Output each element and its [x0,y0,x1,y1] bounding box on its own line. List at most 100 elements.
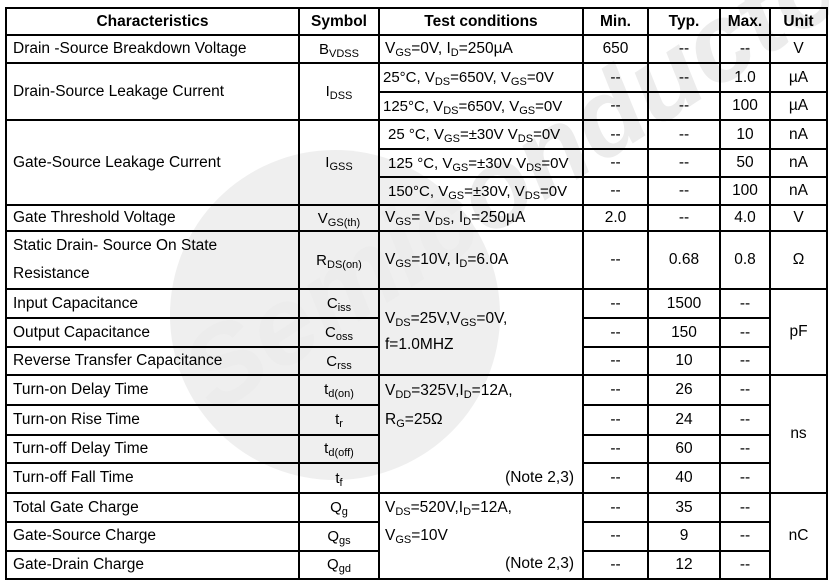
name-line-2: Resistance [13,265,90,282]
typ-value: 150 [647,317,721,348]
characteristic-name: Gate-Source Charge [5,521,300,552]
min-value: 650 [582,34,649,64]
unit: Ω [769,230,828,290]
min-value: -- [582,288,649,319]
unit: nA [769,119,828,150]
condition-line-2: f=1.0MHZ [385,336,454,353]
table-row: Turn-off Fall Time tf -- 40 -- [5,462,827,494]
symbol: VGS(th) [298,204,380,232]
max-value: 100 [719,176,771,206]
unit: µA [769,91,828,121]
typ-value: 26 [647,374,721,406]
typ-value: 1500 [647,288,721,319]
table-row: Reverse Transfer Capacitance Crss -- 10 … [5,346,827,376]
unit: nA [769,148,828,178]
characteristic-name: Output Capacitance [5,317,300,348]
typ-value: 12 [647,549,721,580]
unit: µA [769,62,828,93]
condition-line-2: RG=25Ω [385,411,443,430]
characteristic-name: Drain-Source Leakage Current [5,62,300,121]
test-condition: 150°C, VGS=±30V, VDS=0V [378,176,584,206]
typ-value: 35 [647,491,721,524]
header-typ: Typ. [647,7,721,36]
header-characteristics: Characteristics [5,7,300,36]
table-row: Total Gate Charge Qg VDS=520V,ID=12A, VG… [5,491,828,580]
symbol: IGSS [298,119,380,206]
header-row: Characteristics Symbol Test conditions M… [5,7,828,36]
typ-value: -- [647,34,721,64]
symbol: td(on) [298,374,380,406]
max-value: 0.8 [719,230,771,290]
unit: ns [769,374,828,494]
max-value: 50 [719,148,771,178]
header-symbol: Symbol [298,7,380,36]
table-row: 125°C, VDS=650V, VGS=0V -- -- 100 µA [6,91,828,121]
table-row: Turn-on Rise Time tr -- 24 -- [5,403,827,436]
typ-value: 10 [647,346,721,376]
typ-value: -- [647,91,721,121]
table-row: Output Capacitance Coss -- 150 -- [5,317,827,348]
min-value: -- [582,403,649,436]
min-value: -- [582,462,649,494]
min-value: 2.0 [582,204,649,232]
unit: V [769,204,828,232]
test-condition: 25°C, VDS=650V, VGS=0V [378,62,584,93]
max-value: -- [719,491,771,524]
characteristic-name: Turn-off Fall Time [5,462,300,494]
min-value: -- [582,148,649,178]
typ-value: -- [647,62,721,93]
min-value: -- [582,230,649,290]
condition-line-1: VDD=325V,ID=12A, [385,382,513,401]
max-value: 100 [719,91,771,121]
min-value: -- [582,176,649,206]
max-value: -- [719,521,771,552]
table-row: Static Drain- Source On State Resistance… [5,230,828,290]
min-value: -- [582,62,649,93]
test-condition: VDD=325V,ID=12A, RG=25Ω (Note 2,3) [378,374,584,494]
symbol: BVDSS [298,34,380,64]
test-condition: 125°C, VDS=650V, VGS=0V [378,91,584,121]
characteristic-name: Drain -Source Breakdown Voltage [5,34,300,64]
characteristic-name: Gate-Drain Charge [5,549,300,580]
table-row: Gate-Drain Charge Qgd -- 12 -- [5,549,827,580]
header-max: Max. [719,7,771,36]
test-condition: VGS=10V, ID=6.0A [378,230,584,290]
test-condition: 125 °C, VGS=±30V VDS=0V [378,148,584,178]
typ-value: -- [647,148,721,178]
symbol: Qgs [298,521,380,552]
table-row: Gate Threshold Voltage VGS(th) VGS= VDS,… [5,204,828,232]
typ-value: -- [647,204,721,232]
max-value: -- [719,433,771,465]
min-value: -- [582,317,649,348]
symbol: Coss [298,317,380,348]
unit: nA [769,176,828,206]
characteristic-name: Turn-off Delay Time [5,433,300,465]
table-row: Gate-Source Leakage Current IGSS 25 °C, … [5,119,828,206]
condition-line-1: VDS=25V,VGS=0V, [385,310,508,329]
condition-line-2: VGS=10V [385,527,448,546]
symbol: tr [298,403,380,436]
note: (Note 2,3) [505,555,574,572]
symbol: td(off) [298,433,380,465]
max-value: -- [719,374,771,406]
typ-value: 24 [647,403,721,436]
symbol: IDSS [298,62,380,121]
table-row: 125 °C, VGS=±30V VDS=0V -- -- 50 nA [6,148,828,178]
typ-value: 40 [647,462,721,494]
table-row: Input Capacitance Ciss VDS=25V,VGS=0V, f… [5,288,828,376]
test-condition: VGS= VDS, ID=250µA [378,204,584,232]
min-value: -- [582,91,649,121]
table-row: Turn-on Delay Time td(on) VDD=325V,ID=12… [5,374,828,494]
electrical-characteristics-table: Characteristics Symbol Test conditions M… [5,7,828,580]
min-value: -- [582,374,649,406]
max-value: 1.0 [719,62,771,93]
min-value: -- [582,346,649,376]
typ-value: -- [647,119,721,150]
typ-value: -- [647,176,721,206]
symbol: Ciss [298,288,380,319]
characteristic-name: Total Gate Charge [5,491,300,524]
table-row: Drain -Source Breakdown Voltage BVDSS VG… [5,34,828,64]
max-value: 4.0 [719,204,771,232]
symbol: tf [298,462,380,494]
unit: pF [769,288,828,376]
